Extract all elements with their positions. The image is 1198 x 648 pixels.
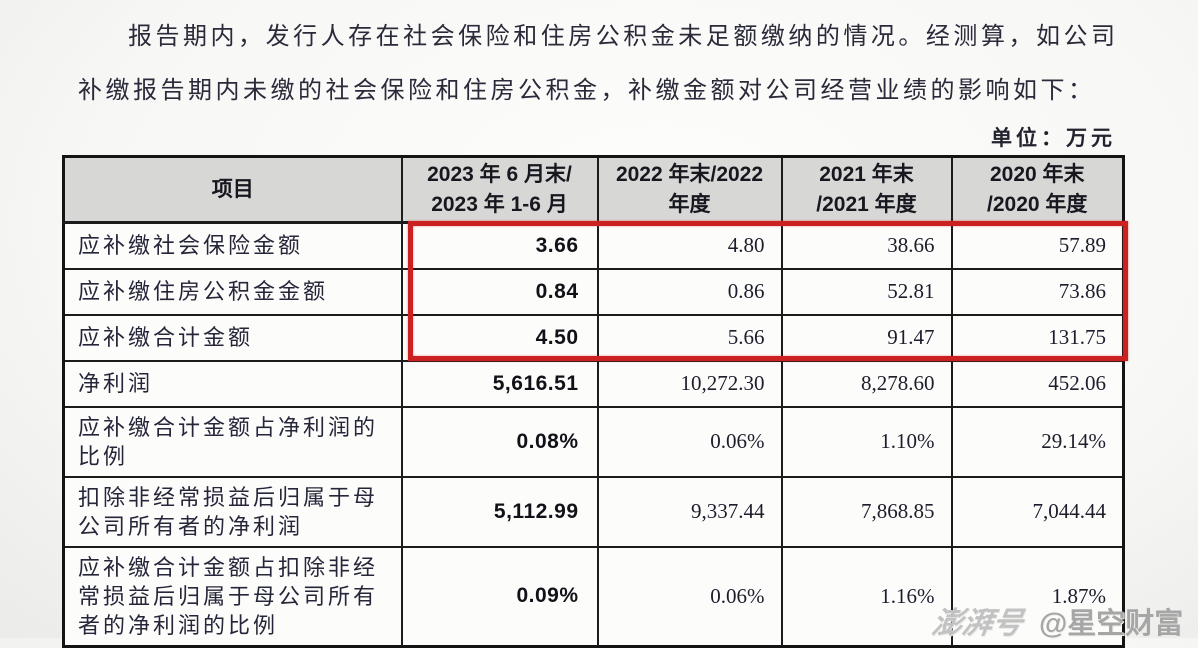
cell-value: 452.06 (950, 359, 1125, 408)
financial-table: 项目 2023 年 6 月末/ 2023 年 1-6 月 2022 年末/202… (62, 155, 1125, 648)
cell-value: 91.47 (780, 313, 953, 362)
cell-value: 73.86 (950, 267, 1125, 316)
table-row-net-profit: 净利润 5,616.51 10,272.30 8,278.60 452.06 (62, 359, 1125, 408)
cell-value: 0.08% (400, 405, 599, 478)
table-row-ratio-excl-nonrecurring: 应补缴合计金额占扣除非经常损益后归属于母公司所有者的净利润的比例 0.09% 0… (62, 545, 1125, 647)
col-header-line2: 年度 (668, 192, 711, 216)
table-row-total-payable: 应补缴合计金额 4.50 5.66 91.47 131.75 (62, 313, 1125, 362)
financial-table-container: 项目 2023 年 6 月末/ 2023 年 1-6 月 2022 年末/202… (62, 155, 1125, 648)
row-label: 应补缴合计金额 (62, 313, 403, 362)
table-row-ratio-net-profit: 应补缴合计金额占净利润的比例 0.08% 0.06% 1.10% 29.14% (62, 405, 1125, 478)
cell-value: 38.66 (780, 221, 953, 270)
cell-value: 131.75 (950, 313, 1125, 362)
cell-value: 0.86 (596, 267, 783, 316)
cell-value: 4.80 (596, 221, 783, 270)
col-header-2023: 2023 年 6 月末/ 2023 年 1-6 月 (400, 155, 599, 224)
col-header-line1: 2023 年 6 月末/ (427, 162, 572, 186)
cell-value: 10,272.30 (596, 359, 783, 408)
intro-paragraph-line2: 补缴报告期内未缴的社会保险和住房公积金，补缴金额对公司经营业绩的影响如下： (78, 78, 1096, 104)
row-label: 应补缴住房公积金金额 (62, 267, 403, 316)
col-header-2022: 2022 年末/2022 年度 (596, 155, 783, 224)
watermark: 澎湃号 @星空财富 (929, 598, 1184, 642)
intro-paragraph-line1: 报告期内，发行人存在社会保险和住房公积金未足额缴纳的情况。经测算，如公司 (128, 24, 1118, 50)
cell-value: 7,044.44 (950, 475, 1125, 548)
cell-value: 1.87% (950, 545, 1125, 647)
table-row-housing-fund: 应补缴住房公积金金额 0.84 0.86 52.81 73.86 (62, 267, 1125, 316)
cell-value: 29.14% (950, 405, 1125, 478)
row-label: 应补缴合计金额占净利润的比例 (62, 405, 403, 478)
col-header-item: 项目 (62, 155, 403, 224)
col-header-line1: 2021 年末 (819, 162, 914, 186)
col-header-line2: /2021 年度 (816, 192, 917, 216)
cell-value: 5,112.99 (400, 475, 599, 548)
cell-value: 57.89 (950, 221, 1125, 270)
row-label: 净利润 (62, 359, 403, 408)
col-header-line2: 2023 年 1-6 月 (431, 192, 568, 216)
cell-value: 1.10% (780, 405, 953, 478)
col-header-2020: 2020 年末 /2020 年度 (950, 155, 1125, 224)
cell-value: 8,278.60 (780, 359, 953, 408)
row-label: 应补缴合计金额占扣除非经常损益后归属于母公司所有者的净利润的比例 (62, 545, 403, 647)
cell-value: 9,337.44 (596, 475, 783, 548)
cell-value: 0.09% (400, 545, 599, 647)
col-header-line1: 2020 年末 (989, 162, 1085, 186)
cell-value: 1.16% (780, 545, 953, 647)
cell-value: 52.81 (780, 267, 953, 316)
watermark-platform-logo: 澎湃号 (929, 607, 1026, 640)
row-label: 扣除非经常损益后归属于母公司所有者的净利润 (62, 475, 403, 548)
cell-value: 7,868.85 (780, 475, 953, 548)
cell-value: 3.66 (400, 221, 599, 270)
cell-value: 5.66 (596, 313, 783, 362)
cell-value: 5,616.51 (400, 359, 599, 408)
table-row-social-insurance: 应补缴社会保险金额 3.66 4.80 38.66 57.89 (62, 221, 1125, 270)
col-header-line1: 2022 年末/2022 (615, 162, 764, 186)
table-row-net-profit-excl-nonrecurring: 扣除非经常损益后归属于母公司所有者的净利润 5,112.99 9,337.44 … (62, 475, 1125, 548)
cell-value: 0.06% (596, 405, 783, 478)
header-row: 项目 2023 年 6 月末/ 2023 年 1-6 月 2022 年末/202… (62, 155, 1125, 224)
col-header-line1: 项目 (211, 177, 254, 201)
col-header-2021: 2021 年末 /2021 年度 (780, 155, 953, 224)
cell-value: 0.84 (400, 267, 599, 316)
col-header-line2: /2020 年度 (987, 192, 1088, 216)
cell-value: 4.50 (400, 313, 599, 362)
cell-value: 0.06% (596, 545, 783, 647)
row-label: 应补缴社会保险金额 (62, 221, 403, 270)
watermark-account-name: @星空财富 (1039, 608, 1184, 640)
unit-label: 单位：万元 (991, 126, 1116, 150)
